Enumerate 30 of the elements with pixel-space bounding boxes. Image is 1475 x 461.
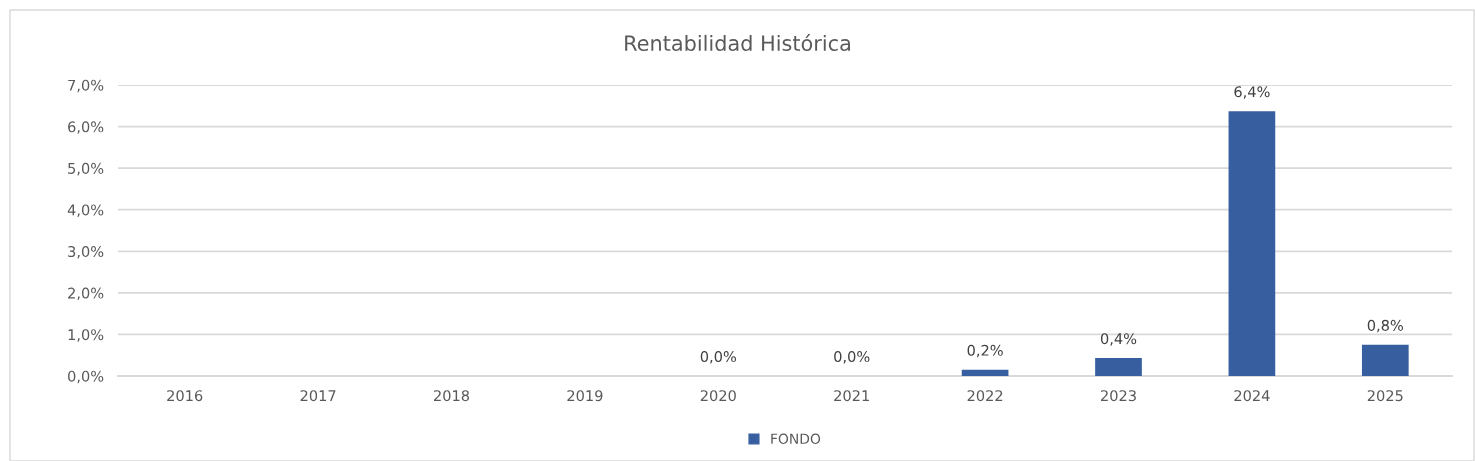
x-tick-label: 2025 [1367, 390, 1403, 402]
data-label: 6,4% [1234, 86, 1270, 99]
data-label: 0,8% [1367, 319, 1404, 333]
bar [1095, 358, 1142, 376]
y-tick-label: 6,0% [68, 121, 104, 134]
legend-label: FONDO [771, 433, 821, 445]
data-label: 0,4% [1100, 333, 1137, 346]
data-label: 0,0% [700, 351, 737, 364]
y-tick-label: 2,0% [68, 287, 104, 301]
y-tick-label: 5,0% [68, 162, 104, 176]
x-tick-label: 2021 [834, 390, 869, 402]
x-tick-label: 2023 [1101, 390, 1136, 402]
y-tick-label: 0,0% [68, 370, 104, 384]
y-tick-label: 4,0% [67, 204, 104, 217]
bar [1361, 344, 1409, 376]
x-tick-label: 2020 [700, 390, 736, 402]
x-tick-label: 2022 [967, 390, 1003, 402]
x-tick-label: 2016 [167, 390, 203, 402]
chart-title: Rentabilidad Histórica [625, 34, 850, 52]
bar [961, 369, 1009, 376]
data-label: 0,2% [967, 344, 1003, 358]
x-tick-label: 2017 [300, 390, 336, 402]
x-tick-label: 2018 [434, 390, 470, 402]
y-tick-label: 1,0% [68, 329, 104, 342]
y-tick-label: 3,0% [68, 246, 104, 259]
x-tick-label: 2019 [567, 390, 603, 402]
y-tick-label: 7,0% [68, 79, 104, 93]
bar [1228, 111, 1276, 376]
data-label: 0,0% [834, 351, 870, 364]
x-tick-label: 2024 [1234, 390, 1270, 402]
